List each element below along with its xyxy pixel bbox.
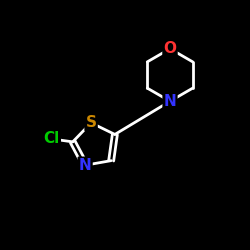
- Text: S: S: [86, 115, 96, 130]
- Text: Cl: Cl: [44, 132, 60, 146]
- Text: N: N: [79, 158, 92, 173]
- Text: N: N: [164, 94, 176, 109]
- Text: O: O: [164, 41, 176, 56]
